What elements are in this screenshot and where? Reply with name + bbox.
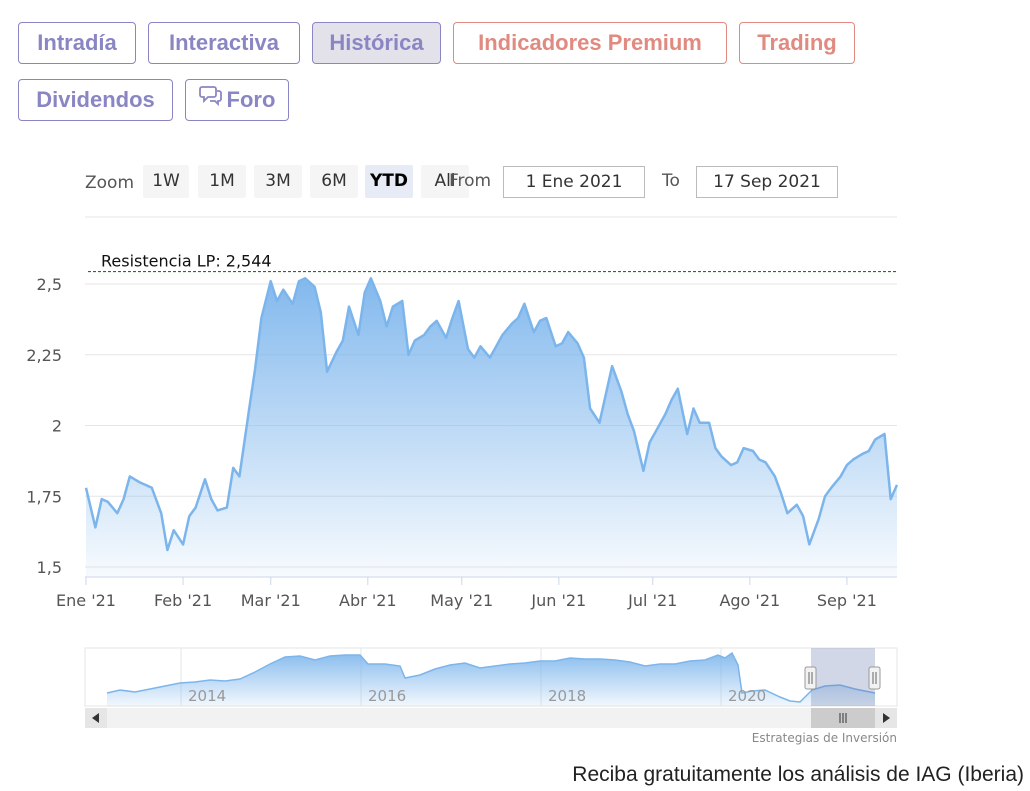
- x-tick-label: May '21: [430, 591, 493, 610]
- tab-label: Indicadores Premium: [478, 30, 702, 55]
- tab-intradia[interactable]: Intradía: [18, 22, 136, 64]
- zoom-ytd-button[interactable]: YTD: [365, 165, 413, 198]
- chart-credit[interactable]: Estrategias de Inversión: [751, 731, 897, 745]
- to-date-input[interactable]: 17 Sep 2021: [696, 166, 838, 198]
- navigator-label: 2018: [548, 687, 586, 705]
- to-label: To: [662, 171, 680, 191]
- y-tick-label: 2,25: [26, 346, 62, 365]
- zoom-all-button[interactable]: All: [421, 165, 469, 198]
- tab-interactiva[interactable]: Interactiva: [148, 22, 300, 64]
- tab-historica[interactable]: Histórica: [312, 22, 441, 64]
- navigator: 2014 2016 2018 2020: [84, 647, 898, 707]
- price-line: [84, 277, 899, 552]
- tab-label: Foro: [226, 87, 276, 112]
- price-area: [86, 278, 897, 577]
- x-tick-label: Feb '21: [154, 591, 212, 610]
- y-tick-label: 2,5: [37, 275, 62, 294]
- scrollbar[interactable]: [85, 708, 897, 728]
- from-label: From: [449, 171, 492, 191]
- tab-indicadores-premium[interactable]: Indicadores Premium: [453, 22, 727, 64]
- zoom-label: Zoom: [85, 173, 135, 193]
- x-tick-label: Sep '21: [817, 591, 877, 610]
- tab-foro[interactable]: Foro: [185, 79, 289, 121]
- arrow-right-icon: [883, 713, 890, 723]
- x-tick-label: Mar '21: [241, 591, 301, 610]
- x-axis-labels: Ene '21 Feb '21 Mar '21 Abr '21 May '21 Jun '…: [56, 577, 877, 610]
- tab-trading[interactable]: Trading: [739, 22, 855, 64]
- navigator-label: 2016: [368, 687, 406, 705]
- x-tick-label: Jun '21: [530, 591, 586, 610]
- tab-label: Dividendos: [36, 87, 155, 112]
- tab-label: Trading: [757, 30, 837, 55]
- y-tick-label: 1,5: [37, 558, 62, 577]
- x-tick-label: Abr '21: [339, 591, 397, 610]
- tab-label: Histórica: [329, 30, 424, 55]
- y-tick-label: 2: [52, 417, 62, 436]
- analysis-cta[interactable]: Reciba gratuitamente los análisis de IAG…: [572, 763, 1024, 786]
- zoom-1w-button[interactable]: 1W: [143, 165, 189, 198]
- resistance-label: Resistencia LP: 2,544: [101, 252, 272, 271]
- price-points: [85, 278, 898, 551]
- tab-label: Interactiva: [168, 30, 280, 55]
- x-tick-label: Ago '21: [719, 591, 780, 610]
- zoom-3m-button[interactable]: 3M: [254, 165, 302, 198]
- range-selector: Zoom 1W 1M 3M 6M YTD All From 1 Ene 2021…: [85, 165, 897, 199]
- tab-label: Intradía: [37, 30, 117, 55]
- navigator-selection[interactable]: [811, 648, 875, 706]
- zoom-1m-button[interactable]: 1M: [198, 165, 246, 198]
- arrow-left-icon: [92, 713, 99, 723]
- chat-bubbles-icon: [198, 79, 223, 119]
- x-tick-label: Ene '21: [56, 591, 116, 610]
- zoom-6m-button[interactable]: 6M: [310, 165, 358, 198]
- tab-dividendos[interactable]: Dividendos: [18, 79, 173, 121]
- navigator-right-handle[interactable]: [868, 666, 881, 690]
- navigator-left-handle[interactable]: [804, 666, 817, 690]
- from-date-input[interactable]: 1 Ene 2021: [503, 166, 645, 198]
- navigator-label: 2014: [188, 687, 226, 705]
- y-axis-labels: 1,5 1,75 2 2,25 2,5: [26, 275, 62, 577]
- x-tick-label: Jul '21: [627, 591, 677, 610]
- navigator-label: 2020: [728, 687, 766, 705]
- y-tick-label: 1,75: [26, 487, 62, 506]
